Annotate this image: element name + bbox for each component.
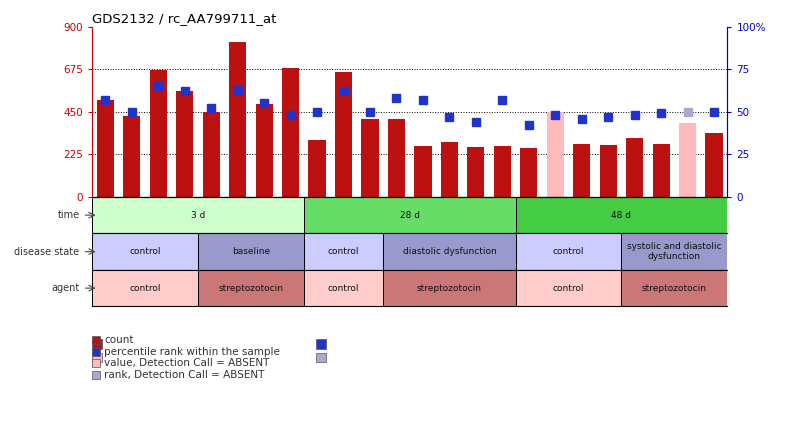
Text: control: control — [328, 284, 360, 293]
Bar — [150, 70, 167, 197]
Bar — [493, 146, 511, 197]
Bar — [516, 234, 622, 270]
Text: value, Detection Call = ABSENT: value, Detection Call = ABSENT — [104, 358, 269, 368]
Text: diastolic dysfunction: diastolic dysfunction — [403, 247, 497, 256]
Bar — [574, 144, 590, 197]
Bar — [520, 148, 537, 197]
Text: agent: agent — [51, 283, 79, 293]
Bar — [516, 270, 622, 306]
Text: streptozotocin: streptozotocin — [417, 284, 482, 293]
Text: streptozotocin: streptozotocin — [219, 284, 284, 293]
Bar — [706, 133, 723, 197]
Bar — [308, 140, 326, 197]
Bar — [92, 234, 198, 270]
Text: GDS2132 / rc_AA799711_at: GDS2132 / rc_AA799711_at — [92, 12, 276, 25]
Bar — [304, 270, 383, 306]
Text: time: time — [58, 210, 79, 220]
Bar — [229, 42, 246, 197]
Text: baseline: baseline — [231, 247, 270, 256]
Text: 3 d: 3 d — [191, 210, 205, 220]
Bar — [414, 146, 432, 197]
Bar — [626, 138, 643, 197]
Bar — [123, 115, 140, 197]
Text: 48 d: 48 d — [611, 210, 631, 220]
Bar — [256, 104, 273, 197]
Text: disease state: disease state — [14, 246, 79, 257]
Bar — [97, 100, 114, 197]
Text: count: count — [104, 335, 134, 345]
Bar — [441, 142, 458, 197]
Bar — [600, 145, 617, 197]
Bar — [653, 144, 670, 197]
Bar — [546, 112, 564, 197]
Bar — [467, 147, 485, 197]
Text: control: control — [129, 247, 161, 256]
Bar — [304, 234, 383, 270]
Bar — [622, 270, 727, 306]
Bar — [383, 234, 516, 270]
Bar — [282, 68, 300, 197]
Bar — [203, 112, 219, 197]
Bar — [198, 234, 304, 270]
Text: 28 d: 28 d — [400, 210, 420, 220]
Text: control: control — [328, 247, 360, 256]
Text: percentile rank within the sample: percentile rank within the sample — [104, 347, 280, 357]
Bar — [622, 234, 727, 270]
Text: systolic and diastolic
dysfunction: systolic and diastolic dysfunction — [627, 242, 722, 262]
Text: control: control — [129, 284, 161, 293]
Bar — [304, 197, 516, 234]
Bar — [388, 119, 405, 197]
Text: rank, Detection Call = ABSENT: rank, Detection Call = ABSENT — [104, 370, 264, 380]
Bar — [383, 270, 516, 306]
Bar — [516, 197, 727, 234]
Bar — [92, 197, 304, 234]
Text: streptozotocin: streptozotocin — [642, 284, 706, 293]
Bar — [361, 119, 379, 197]
Bar — [198, 270, 304, 306]
Bar — [335, 72, 352, 197]
Text: control: control — [553, 247, 584, 256]
Text: control: control — [553, 284, 584, 293]
Bar — [679, 123, 696, 197]
Bar — [92, 270, 198, 306]
Bar — [176, 91, 193, 197]
